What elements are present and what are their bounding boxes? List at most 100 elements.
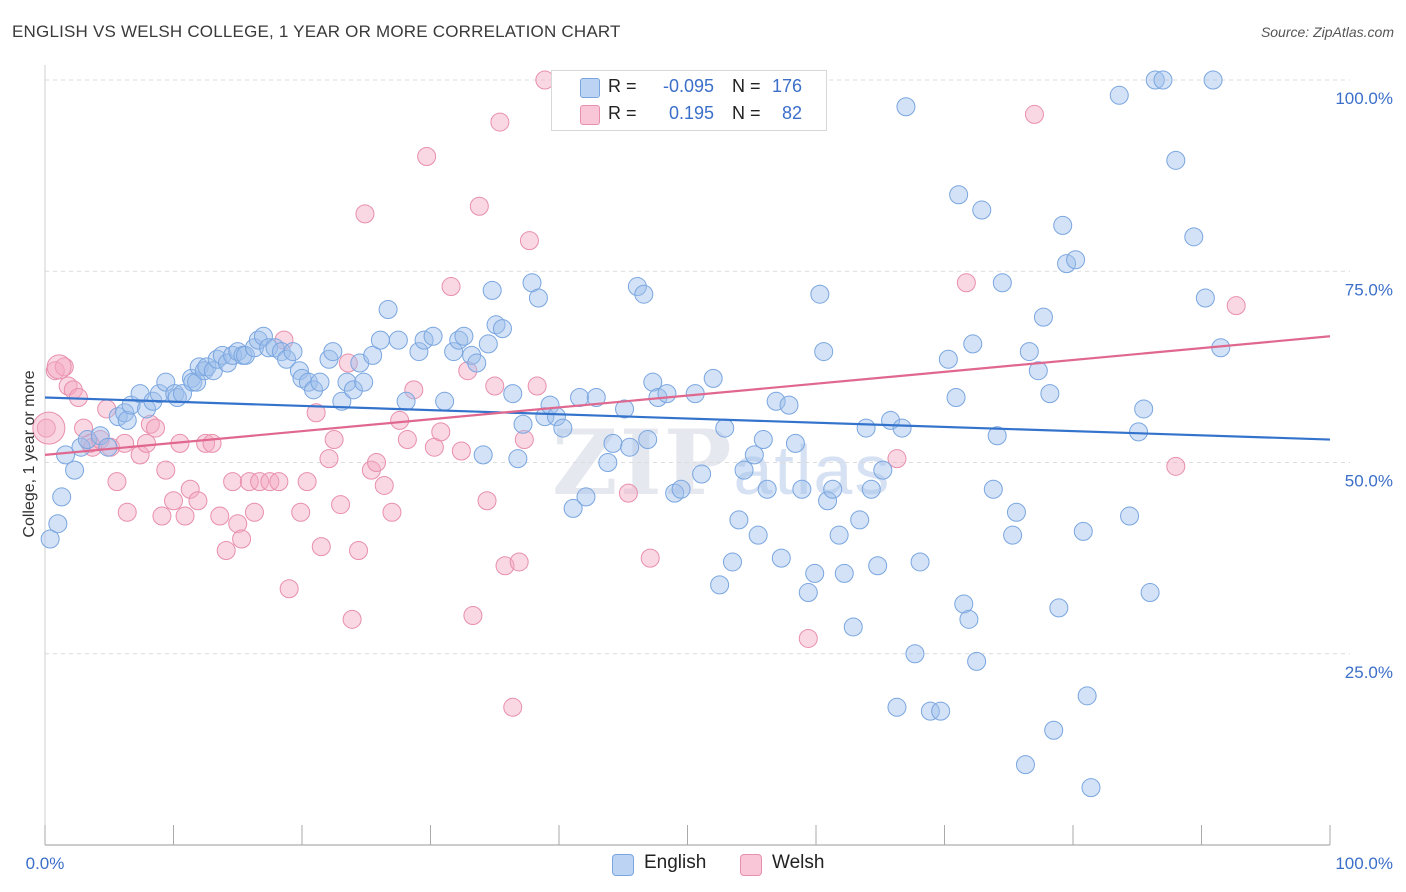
english-point (115, 403, 135, 423)
english-point (987, 426, 1007, 446)
english-point (370, 330, 390, 350)
english-point (959, 609, 979, 629)
english-point (187, 372, 207, 392)
english-point (277, 349, 297, 369)
english-point (1003, 525, 1023, 545)
welsh-point (509, 552, 529, 572)
welsh-point (324, 430, 344, 450)
english-point (563, 498, 583, 518)
welsh-point (311, 537, 331, 557)
welsh-point (146, 418, 166, 438)
y-axis-title: College, 1 year or more (21, 370, 38, 538)
welsh-point (1024, 104, 1044, 124)
english-point (748, 525, 768, 545)
welsh-point (390, 410, 410, 430)
welsh-point (164, 491, 183, 511)
english-point (435, 391, 455, 411)
english-point (938, 349, 958, 369)
welsh-point (527, 376, 547, 396)
english-point (972, 200, 992, 220)
english-point (363, 345, 383, 365)
english-point (482, 280, 502, 300)
english-point (576, 487, 596, 507)
welsh-point (188, 491, 208, 511)
english-point (671, 479, 691, 499)
welsh-point (451, 441, 471, 461)
english-legend-swatch (612, 854, 634, 876)
english-point (638, 430, 658, 450)
english-point (310, 372, 330, 392)
english-point (449, 330, 469, 350)
welsh-point (514, 430, 534, 450)
source-label: Source: ZipAtlas.com (1260, 24, 1394, 40)
welsh-point (477, 491, 497, 511)
welsh-point (490, 112, 510, 132)
welsh-point (441, 277, 461, 297)
welsh-point (495, 556, 515, 576)
legend-row-welsh: R = 0.195 N = 82 (552, 101, 826, 127)
english-point (1081, 778, 1101, 798)
english-point (771, 548, 791, 568)
english-point (892, 418, 912, 438)
english-point (1077, 686, 1097, 706)
welsh-point (956, 273, 976, 293)
welsh-point (269, 472, 289, 492)
welsh-point (291, 502, 311, 522)
english-point (887, 697, 907, 717)
english-point (954, 594, 974, 614)
english-point (1006, 502, 1026, 522)
welsh-point (152, 506, 172, 526)
english-point (1129, 422, 1149, 442)
english-point (634, 284, 654, 304)
welsh-point (180, 479, 200, 499)
english-point (861, 479, 881, 499)
welsh-point (355, 204, 375, 224)
english-point (744, 445, 764, 465)
welsh-point (331, 495, 351, 515)
english-point (753, 430, 773, 450)
english-point (40, 529, 60, 549)
english-legend-label: English (644, 852, 707, 873)
english-point (259, 338, 279, 358)
welsh-point (349, 540, 369, 560)
english-point (473, 445, 493, 465)
welsh-n-label: N = (732, 103, 761, 123)
english-point (343, 380, 363, 400)
welsh-trend-line (44, 335, 1331, 456)
y-tick-label: 75.0% (1345, 280, 1393, 299)
welsh-legend-swatch (740, 854, 762, 876)
welsh-point (319, 449, 339, 469)
english-point (283, 342, 303, 362)
english-point (48, 514, 68, 534)
english-point (423, 326, 443, 346)
english-point (354, 372, 374, 392)
english-point (829, 525, 849, 545)
y-tick-label: 100.0% (1335, 89, 1393, 108)
english-point (1015, 755, 1035, 775)
english-point (467, 353, 487, 373)
welsh-r-label: R = (608, 103, 637, 123)
welsh-point (156, 460, 176, 480)
english-point (910, 552, 930, 572)
english-point (586, 387, 606, 407)
welsh-point (32, 411, 66, 445)
welsh-point (519, 231, 539, 251)
welsh-point (297, 472, 317, 492)
english-point (77, 430, 97, 450)
english-point (528, 288, 548, 308)
english-point (818, 491, 838, 511)
english-point (304, 380, 324, 400)
english-point (513, 414, 533, 434)
english-point (963, 334, 983, 354)
welsh-point (115, 433, 135, 453)
english-n-value: 176 (771, 76, 802, 96)
welsh-point (306, 403, 326, 423)
english-point (896, 97, 916, 117)
english-point (189, 357, 209, 377)
y-tick-label: 25.0% (1345, 663, 1393, 682)
english-point (1145, 70, 1165, 90)
welsh-point (175, 506, 195, 526)
english-point (248, 330, 268, 350)
english-point (905, 644, 925, 664)
english-point (1120, 506, 1140, 526)
